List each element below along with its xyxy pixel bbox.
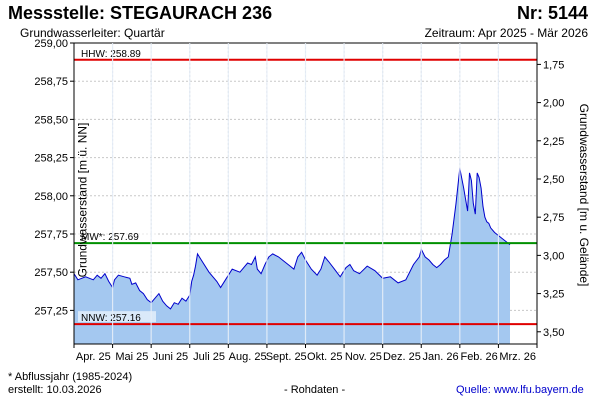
y2-tick-label: 3,50 [543, 327, 564, 339]
x-tick-label: Juli 25 [193, 351, 225, 363]
reference-label: NNW: 257.16 [81, 313, 141, 324]
period-label: Zeitraum: Apr 2025 - Mär 2026 [424, 26, 588, 40]
x-tick-label: Feb. 26 [460, 351, 497, 363]
x-tick-label: Apr. 25 [76, 351, 111, 363]
y2-tick-label: 3,00 [543, 250, 564, 262]
y-tick-label: 257,50 [34, 267, 68, 279]
x-tick-label: Okt. 25 [307, 351, 342, 363]
y-tick-label: 258,00 [34, 191, 68, 203]
x-tick-label: Jan. 26 [422, 351, 458, 363]
station-title: Messstelle: STEGAURACH 236 [8, 3, 273, 23]
axes: 257,25 257,50 257,75 258,00 258,25 258,50 258,… [34, 38, 564, 363]
source-link[interactable]: Quelle: www.lfu.bayern.de [456, 384, 584, 396]
x-tick-label: Dez. 25 [383, 351, 421, 363]
x-tick-label: Mrz. 26 [499, 351, 536, 363]
y2-tick-label: 2,50 [543, 174, 564, 186]
reference-label: MW*: 257.69 [81, 232, 139, 243]
y-tick-label: 258,50 [34, 114, 68, 126]
y2-tick-label: 1,75 [543, 59, 564, 71]
y-tick-label: 258,75 [34, 76, 68, 88]
y2-tick-label: 2,25 [543, 136, 564, 148]
x-tick-label: Aug. 25 [229, 351, 267, 363]
station-number: Nr: 5144 [516, 3, 588, 23]
x-tick-label: Sept. 25 [266, 351, 307, 363]
y-axis-label: Grundwasserstand [m ü. NN] [75, 122, 90, 278]
x-tick-label: Nov. 25 [345, 351, 382, 363]
aquifer-subtitle: Grundwasserleiter: Quartär [20, 26, 165, 40]
footnote: * Abflussjahr (1985-2024) [8, 371, 133, 383]
y2-tick-label: 3,25 [543, 289, 564, 301]
y-tick-label: 257,25 [34, 305, 68, 317]
y2-axis-label: Grundwasserstand [m u. Gelände] [577, 104, 591, 287]
raw-data-note: - Rohdaten - [284, 384, 346, 396]
y-tick-label: 258,25 [34, 153, 68, 165]
reference-label-bg [78, 311, 156, 323]
created-date: erstellt: 10.03.2026 [8, 384, 102, 396]
water-level-area [74, 168, 510, 344]
reference-label-bg [78, 230, 156, 242]
reference-label-bg [78, 46, 156, 58]
x-tick-label: Juni 25 [153, 351, 188, 363]
water-level-line [73, 168, 511, 310]
y2-tick-label: 2,75 [543, 212, 564, 224]
y-tick-label: 259,00 [34, 38, 68, 50]
x-tick-label: Mai 25 [115, 351, 148, 363]
y-tick-label: 257,75 [34, 229, 68, 241]
reference-label: HHW: 258.89 [81, 49, 141, 60]
y2-tick-label: 2,00 [543, 98, 564, 110]
